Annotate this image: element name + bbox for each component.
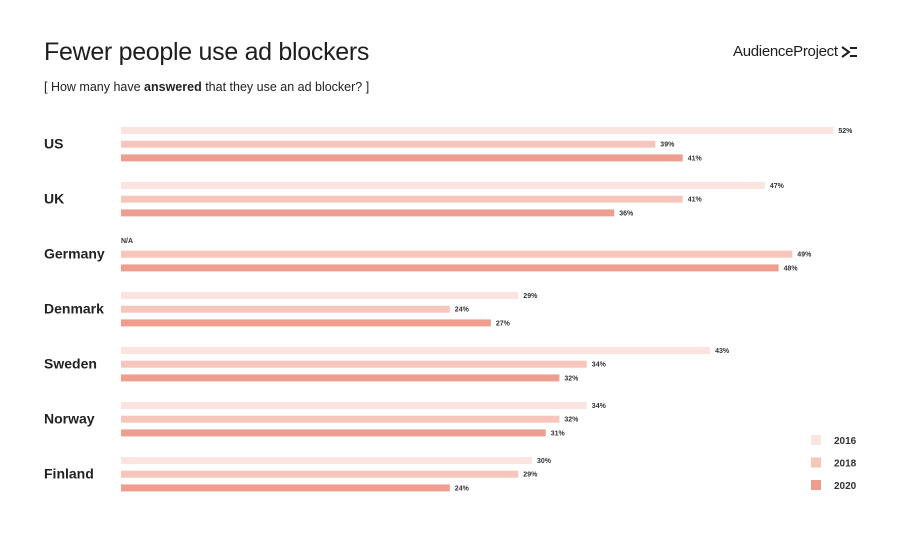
bar-2020 <box>121 319 491 327</box>
subtitle-suffix: that they use an ad blocker? ] <box>201 80 370 94</box>
category-label: Norway <box>44 411 95 427</box>
data-label: 29% <box>523 472 538 479</box>
data-label: 24% <box>455 307 470 314</box>
bar-2020 <box>121 429 546 437</box>
category-label: UK <box>44 191 64 207</box>
data-label: 41% <box>688 155 703 162</box>
data-label: 43% <box>715 348 730 355</box>
subtitle-prefix: [ How many have <box>44 80 145 94</box>
category-label: Denmark <box>44 301 104 317</box>
data-label: 39% <box>660 142 675 149</box>
data-label: 27% <box>496 320 511 327</box>
data-label: 52% <box>838 128 853 135</box>
category-label: Sweden <box>44 356 97 372</box>
subtitle-emphasis: answered <box>144 80 202 94</box>
data-label: 24% <box>455 485 470 492</box>
bar-2018 <box>121 195 683 203</box>
chart-title: Fewer people use ad blockers <box>44 38 370 66</box>
bar-2020 <box>121 484 450 492</box>
legend-swatch-2020 <box>811 480 821 490</box>
data-label: 29% <box>523 293 538 300</box>
bar-2020 <box>121 154 683 162</box>
data-label: 48% <box>784 265 799 272</box>
bar-2018 <box>121 360 587 368</box>
data-label: 34% <box>592 403 607 410</box>
bar-2016 <box>121 292 519 299</box>
bar-2018 <box>121 250 793 258</box>
legend-swatch-2018 <box>811 457 821 468</box>
data-label: 49% <box>797 252 812 259</box>
data-label: 31% <box>551 430 566 437</box>
legend-label: 2020 <box>834 481 857 492</box>
data-label: 47% <box>770 183 785 190</box>
brand-name: AudienceProject <box>733 43 838 60</box>
bar-2020 <box>121 264 779 272</box>
bar-2020 <box>121 374 560 382</box>
legend-label: 2018 <box>834 459 857 470</box>
data-label: 32% <box>564 375 579 382</box>
legend-swatch-2016 <box>811 435 821 445</box>
bar-2016 <box>121 402 587 409</box>
bar-2018 <box>121 415 560 423</box>
category-label: Finland <box>44 466 94 482</box>
bar-2016 <box>121 182 765 189</box>
legend-label: 2016 <box>834 436 857 447</box>
bar-2018 <box>121 140 656 148</box>
category-label: Germany <box>44 246 105 262</box>
bar-2018 <box>121 305 450 313</box>
data-label: 30% <box>537 458 552 465</box>
data-label: 36% <box>619 210 634 217</box>
data-label: 34% <box>592 362 607 369</box>
bar-2016 <box>121 457 532 464</box>
data-label: 41% <box>688 197 703 204</box>
bar-2020 <box>121 209 615 217</box>
data-label: N/A <box>121 238 133 245</box>
bar-2018 <box>121 470 519 478</box>
category-label: US <box>44 136 63 152</box>
data-label: 32% <box>564 417 579 424</box>
brand-logo: AudienceProject <box>733 43 857 60</box>
double-chevron-logo-icon <box>841 45 857 58</box>
bar-2016 <box>121 127 834 134</box>
chart-subtitle: [ How many have answered that they use a… <box>44 80 369 94</box>
bar-2016 <box>121 347 711 354</box>
